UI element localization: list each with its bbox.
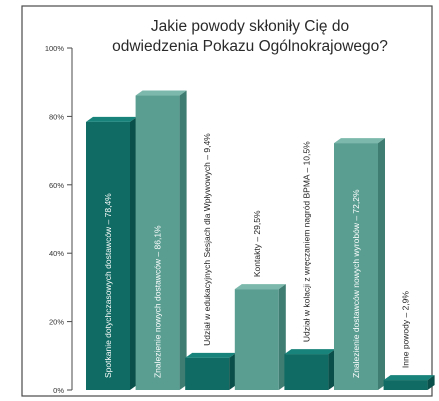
bar: [135, 90, 187, 391]
chart-title-line-2: odwiedzenia Pokazu Ogólnokrajowego?: [112, 38, 388, 55]
bar-side: [378, 138, 385, 390]
bar-top: [135, 90, 187, 96]
bar-front: [334, 143, 378, 390]
category-label: Kontakty – 29,5%: [252, 210, 262, 277]
bar: [234, 284, 286, 390]
category-label: Znalezienie dostawców nowych wyrobów – 7…: [351, 189, 361, 378]
bar-top: [234, 284, 286, 290]
bar-side: [278, 284, 286, 390]
bar-front: [234, 289, 279, 390]
category-label: Znalezienie nowych dostawców – 86,1%: [153, 225, 163, 378]
bar-front: [135, 95, 180, 391]
bar-top: [284, 349, 336, 355]
chart-title-line-1: Jakie powody skłoniły Cię do: [150, 18, 350, 35]
bar: [86, 116, 137, 390]
category-label: Udział w edukacyjnych Sesjach dla Wpływo…: [202, 133, 212, 346]
y-tick-label: 100%: [45, 44, 65, 53]
bar-top: [383, 375, 435, 381]
category-label: Udział w kolacji z wręczaniem nagród BPM…: [301, 141, 311, 342]
bar-side: [179, 90, 187, 391]
category-label: Spotkanie dotychczasowych dostawców – 78…: [103, 193, 113, 378]
bar-front: [86, 121, 130, 390]
bar-front: [185, 357, 230, 390]
bar-front: [284, 354, 329, 390]
bar-top: [334, 138, 385, 144]
bar-side: [328, 349, 336, 390]
y-tick-label: 40%: [49, 249, 64, 258]
chart-border: [21, 5, 433, 397]
y-tick-label: 80%: [49, 112, 64, 121]
bar-side: [229, 352, 237, 390]
bar-front: [383, 380, 428, 390]
bar-top: [86, 116, 137, 122]
bar-top: [185, 352, 237, 358]
y-tick-label: 20%: [49, 318, 64, 327]
category-label: Inne powody – 2,9%: [401, 291, 411, 368]
bar-side: [427, 375, 435, 390]
y-tick-label: 60%: [49, 181, 64, 190]
bar: [185, 352, 237, 390]
bar-side: [130, 116, 137, 390]
bar: [334, 138, 385, 390]
y-tick-label: 0%: [53, 386, 64, 395]
bar: [284, 349, 336, 390]
bar: [383, 375, 435, 390]
